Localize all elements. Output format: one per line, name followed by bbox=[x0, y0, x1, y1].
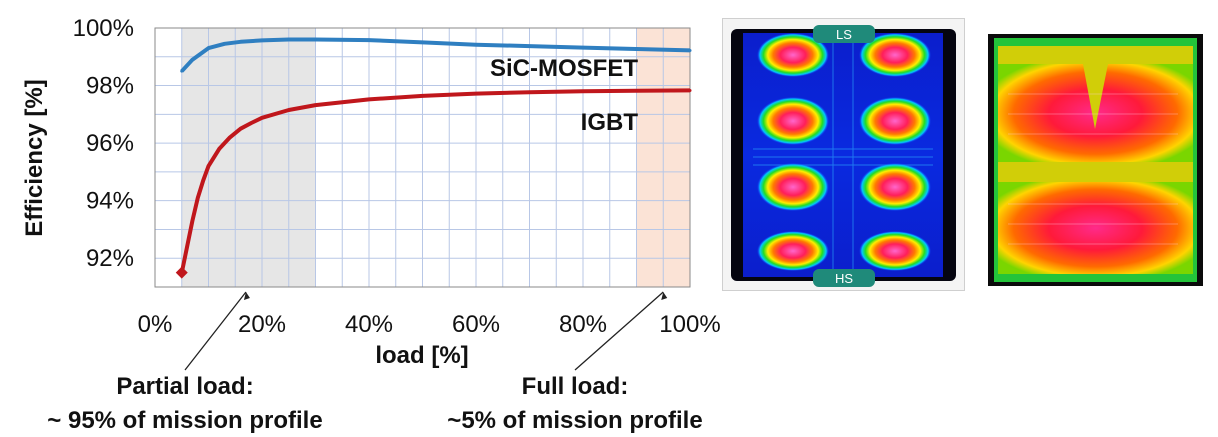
data-point bbox=[196, 196, 200, 200]
data-point bbox=[287, 108, 291, 112]
full-load-share: ~5% of mission profile bbox=[447, 407, 702, 434]
data-point bbox=[314, 38, 317, 42]
data-point bbox=[201, 179, 205, 183]
x-tick-label: 40% bbox=[345, 311, 393, 338]
hot-spot-2 bbox=[859, 33, 931, 77]
data-point bbox=[287, 38, 291, 42]
thermal-image-heatsink bbox=[988, 34, 1203, 286]
fin-texture bbox=[1008, 93, 1178, 245]
data-point bbox=[528, 44, 531, 48]
igbt-start-marker bbox=[175, 266, 188, 279]
data-point bbox=[180, 69, 184, 73]
x-tick-label: 0% bbox=[138, 311, 173, 338]
data-point bbox=[190, 219, 194, 223]
annotation-arrowhead bbox=[243, 292, 250, 300]
hot-spot-4 bbox=[859, 97, 931, 145]
hot-spots bbox=[757, 33, 931, 271]
hot-spot-8 bbox=[859, 231, 931, 271]
x-tick-label: 100% bbox=[659, 311, 720, 338]
series-line-igbt bbox=[179, 88, 691, 274]
data-point bbox=[228, 135, 232, 139]
data-point bbox=[207, 164, 210, 168]
x-tick-label: 80% bbox=[559, 311, 607, 338]
hs-label: HS bbox=[835, 271, 853, 286]
series-label-igbt: IGBT bbox=[581, 109, 639, 136]
series-label-sic-mosfet: SiC-MOSFET bbox=[490, 55, 638, 82]
data-point bbox=[635, 89, 638, 93]
data-point bbox=[528, 90, 531, 94]
lower-hot-band bbox=[998, 182, 1193, 274]
hot-spot-5 bbox=[757, 163, 829, 211]
data-point bbox=[217, 147, 221, 151]
y-tick-label: 100% bbox=[73, 15, 134, 42]
x-tick-label: 60% bbox=[452, 311, 500, 338]
data-point bbox=[239, 127, 243, 131]
y-tick-label: 98% bbox=[86, 73, 134, 100]
y-tick-label: 92% bbox=[86, 245, 134, 272]
hot-spot-6 bbox=[859, 163, 931, 211]
data-point bbox=[581, 89, 585, 93]
thermal-image-module: LS HS bbox=[722, 18, 965, 291]
plot-area-border bbox=[154, 27, 691, 288]
data-point bbox=[688, 88, 692, 92]
data-point bbox=[474, 43, 478, 47]
x-axis-label: load [%] bbox=[375, 342, 468, 369]
data-point bbox=[688, 48, 692, 52]
ls-tab bbox=[813, 25, 875, 43]
partial-load-title: Partial load: bbox=[116, 373, 253, 400]
annotation-arrowhead bbox=[661, 292, 668, 300]
hs-tab bbox=[813, 269, 875, 287]
annotation-arrow-1 bbox=[184, 291, 247, 371]
ls-label: LS bbox=[836, 27, 852, 42]
hot-spot-3 bbox=[757, 97, 829, 145]
axis-ticks: 0% 20% 40% 60% 80% 100% 92% 94% 96% 98% 100% bbox=[73, 15, 720, 338]
efficiency-chart: 0% 20% 40% 60% 80% 100% 92% 94% 96% 98% 100% SiC-M… bbox=[21, 15, 720, 434]
y-tick-label: 96% bbox=[86, 130, 134, 157]
data-point bbox=[207, 46, 210, 50]
data-point bbox=[223, 42, 227, 46]
data-point bbox=[249, 121, 253, 125]
upper-hot-band bbox=[998, 64, 1193, 162]
hot-spot-7 bbox=[757, 231, 829, 271]
chart-grid bbox=[154, 27, 691, 288]
annotation-arrow-2 bbox=[574, 291, 664, 371]
full-load-title: Full load: bbox=[522, 373, 629, 400]
data-point bbox=[367, 38, 371, 42]
y-tick-label: 94% bbox=[86, 188, 134, 215]
partial-load-share: ~ 95% of mission profile bbox=[47, 407, 322, 434]
hot-spot-1 bbox=[757, 33, 829, 77]
data-point bbox=[190, 58, 194, 62]
data-point bbox=[260, 38, 264, 42]
x-tick-label: 20% bbox=[238, 311, 286, 338]
data-point bbox=[635, 47, 638, 51]
data-point bbox=[421, 94, 424, 98]
chart-series bbox=[175, 37, 692, 279]
data-point bbox=[474, 92, 478, 96]
data-point bbox=[260, 116, 264, 120]
annotations: Partial load: ~ 95% of mission profile F… bbox=[47, 291, 703, 434]
y-axis-label: Efficiency [%] bbox=[21, 79, 48, 236]
data-point bbox=[314, 103, 317, 107]
data-point bbox=[421, 40, 424, 44]
region-partial-load bbox=[181, 28, 316, 287]
data-point bbox=[239, 40, 243, 44]
data-point bbox=[367, 97, 371, 101]
data-point bbox=[581, 46, 585, 50]
data-point bbox=[185, 245, 189, 249]
